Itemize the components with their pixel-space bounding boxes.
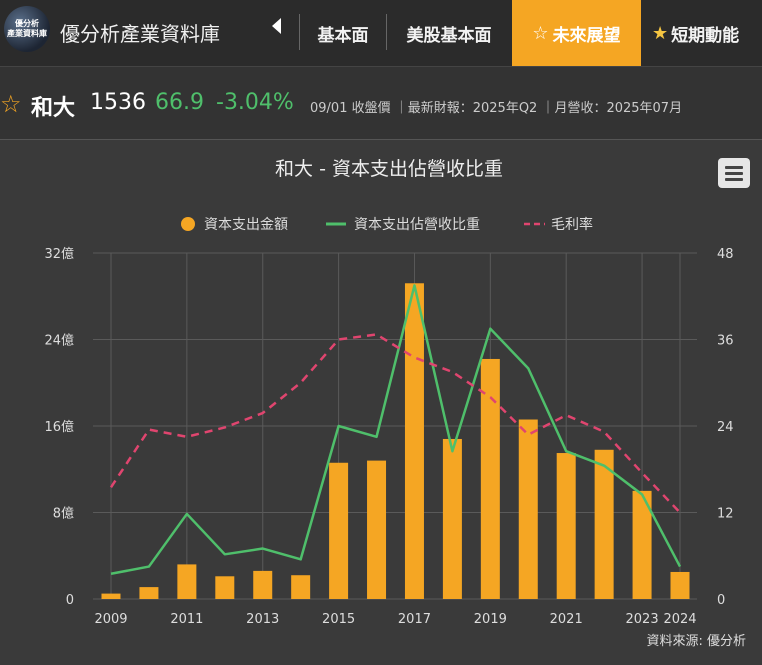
bar-capex bbox=[404, 283, 424, 599]
stock-code: 1536 bbox=[90, 90, 146, 115]
bar-capex bbox=[367, 460, 387, 599]
tab-label: 基本面 bbox=[317, 25, 369, 46]
tab-future-outlook[interactable]: ☆ 未來展望 bbox=[512, 0, 641, 66]
stock-price: 66.9 bbox=[155, 90, 204, 115]
x-tick-label: 2019 bbox=[474, 612, 507, 627]
bar-capex bbox=[177, 564, 197, 599]
stock-change: -3.04% bbox=[216, 90, 294, 115]
stock-meta-info: 09/01 收盤價 ｜最新財報：2025年Q2 ｜月營收：2025年07月 bbox=[310, 101, 683, 116]
bar-capex bbox=[291, 575, 311, 599]
bar-capex bbox=[480, 358, 500, 599]
star-outline-icon: ☆ bbox=[532, 22, 549, 44]
x-tick-label: 2013 bbox=[246, 612, 279, 627]
tab-short-term-momentum[interactable]: ★ 短期動能 bbox=[652, 0, 762, 66]
bar-capex bbox=[556, 453, 576, 599]
stock-name: 和大 bbox=[31, 96, 76, 121]
brand-logo[interactable]: 優分析 產業資料庫 bbox=[4, 6, 50, 52]
bar-capex bbox=[518, 419, 538, 599]
legend-marker-bar bbox=[181, 217, 195, 231]
bar-capex bbox=[253, 570, 273, 599]
hamburger-menu-icon bbox=[725, 166, 743, 169]
tab-label: 未來展望 bbox=[552, 25, 621, 46]
tab-divider bbox=[386, 14, 387, 50]
hamburger-menu-icon bbox=[725, 172, 743, 175]
hamburger-menu-icon bbox=[725, 178, 743, 181]
x-tick-label: 2015 bbox=[322, 612, 355, 627]
y-right-tick-label: 36 bbox=[717, 334, 734, 349]
x-tick-label: 2021 bbox=[550, 612, 583, 627]
favorite-star-icon[interactable]: ☆ bbox=[0, 90, 22, 118]
x-tick-label: 2009 bbox=[94, 612, 127, 627]
bar-capex bbox=[101, 593, 121, 599]
y-left-tick-label: 16億 bbox=[44, 419, 74, 435]
bar-capex bbox=[670, 571, 690, 599]
x-tick-label: 2017 bbox=[398, 612, 431, 627]
bar-capex bbox=[329, 462, 349, 599]
y-left-tick-label: 24億 bbox=[44, 333, 74, 349]
line-gross-margin bbox=[109, 333, 681, 514]
bar-capex bbox=[632, 490, 652, 599]
chart-menu-button[interactable] bbox=[718, 158, 750, 188]
x-tick-label: 2011 bbox=[170, 612, 203, 627]
y-right-tick-label: 48 bbox=[717, 247, 734, 262]
bar-capex bbox=[594, 449, 614, 599]
tab-fundamentals[interactable]: 基本面 bbox=[300, 0, 386, 66]
x-tick-label: 2024 bbox=[663, 612, 696, 627]
tab-label: 短期動能 bbox=[671, 25, 740, 46]
legend-label: 資本支出金額 bbox=[204, 217, 288, 233]
y-left-tick-label: 32億 bbox=[44, 246, 74, 262]
tab-divider bbox=[299, 14, 300, 50]
legend-label: 資本支出佔營收比重 bbox=[354, 217, 480, 233]
tab-label: 美股基本面 bbox=[406, 25, 492, 46]
chart-title: 和大 - 資本支出佔營收比重 bbox=[275, 158, 503, 180]
y-right-tick-label: 12 bbox=[717, 507, 734, 522]
data-source-note: 資料來源: 優分析 bbox=[646, 634, 746, 649]
y-right-tick-label: 24 bbox=[717, 420, 734, 435]
chart-container: 和大 - 資本支出佔營收比重資本支出金額 資本支出佔營收比重 毛利率 0 8億 16億 24… bbox=[0, 139, 762, 661]
nav-left-arrow-icon[interactable] bbox=[272, 18, 281, 34]
x-tick-label: 2023 bbox=[626, 612, 659, 627]
star-filled-icon: ★ bbox=[652, 22, 669, 44]
y-left-tick-label: 0 bbox=[66, 593, 74, 608]
bar-capex bbox=[215, 576, 235, 599]
top-nav-bar: 優分析 產業資料庫 優分析產業資料庫 基本面 美股基本面 ☆ 未來展望 ★ 短期動能 bbox=[0, 0, 762, 66]
tab-us-fundamentals[interactable]: 美股基本面 bbox=[387, 0, 511, 66]
y-left-tick-label: 8億 bbox=[53, 506, 74, 522]
stock-summary-bar bbox=[0, 66, 762, 140]
brand-title[interactable]: 優分析產業資料庫 bbox=[60, 22, 220, 46]
line-capex-ratio bbox=[110, 284, 682, 575]
y-right-tick-label: 0 bbox=[717, 593, 725, 608]
bar-capex bbox=[139, 587, 159, 599]
legend-label: 毛利率 bbox=[551, 216, 593, 233]
bar-capex bbox=[442, 438, 462, 599]
